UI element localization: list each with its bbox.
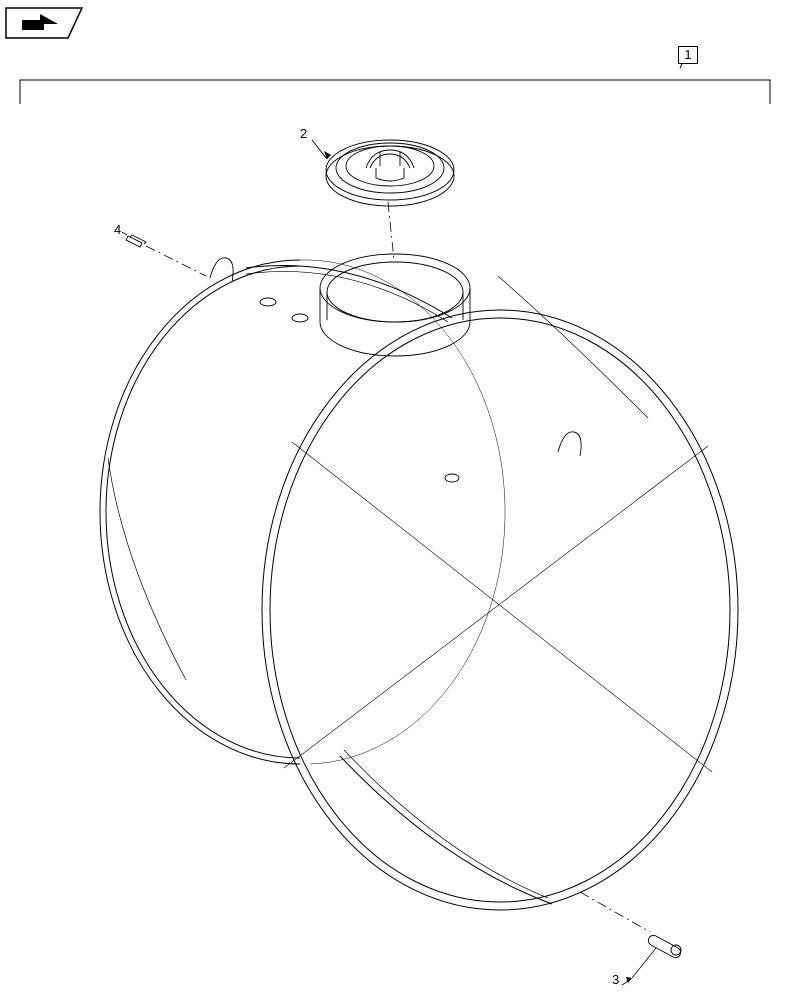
- diagram-svg: [0, 0, 812, 1000]
- item-3-part: [648, 935, 681, 957]
- leader-item4: [122, 232, 127, 235]
- bracket-assembly: [20, 56, 770, 104]
- fuel-tank-body: [100, 260, 738, 910]
- top-left-chevron-icon: [6, 8, 82, 38]
- fuel-cap: [312, 140, 454, 206]
- callout-1-box: 1: [678, 46, 698, 64]
- callout-1-label: 1: [684, 47, 691, 62]
- dash-item4: [146, 246, 206, 276]
- leader-item3-line: [632, 948, 656, 978]
- callout-2-label: 2: [300, 126, 307, 141]
- dash-item3: [580, 892, 650, 932]
- callout-4-label: 4: [114, 222, 121, 237]
- dash-cap-to-neck: [388, 202, 394, 260]
- tank-hooks: [210, 258, 581, 456]
- item-4-part: [126, 235, 146, 247]
- diagram-container: 1 2 3 4: [0, 0, 812, 1000]
- top-holes: [260, 298, 459, 482]
- callout-3-label: 3: [612, 972, 619, 987]
